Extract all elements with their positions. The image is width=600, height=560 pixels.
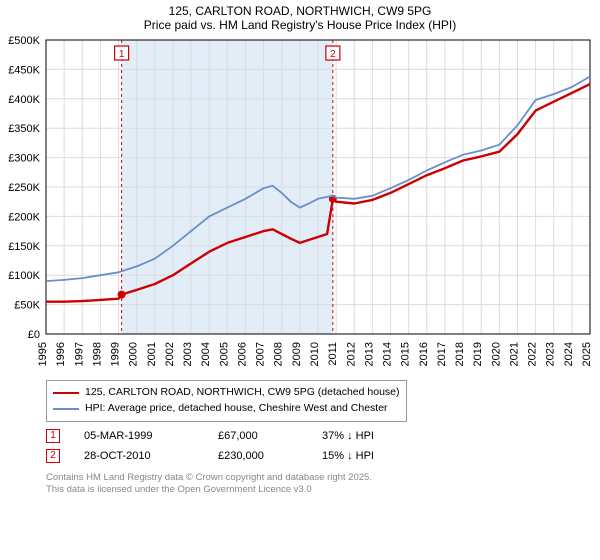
svg-text:2018: 2018 xyxy=(454,342,466,366)
sales-table: 1 05-MAR-1999 £67,000 37% ↓ HPI 2 28-OCT-2010… xyxy=(46,426,590,466)
svg-text:2008: 2008 xyxy=(273,342,285,366)
svg-text:2001: 2001 xyxy=(146,342,158,366)
svg-text:1998: 1998 xyxy=(91,342,103,366)
svg-text:2015: 2015 xyxy=(400,342,412,366)
svg-text:£350K: £350K xyxy=(8,123,40,135)
svg-text:2000: 2000 xyxy=(128,342,140,366)
svg-text:£150K: £150K xyxy=(8,241,40,253)
svg-text:2011: 2011 xyxy=(327,342,339,366)
attribution-line2: This data is licensed under the Open Gov… xyxy=(46,484,590,497)
svg-text:2004: 2004 xyxy=(200,342,212,366)
svg-text:1995: 1995 xyxy=(37,342,49,366)
svg-text:2016: 2016 xyxy=(418,342,430,366)
sale-date: 28-OCT-2010 xyxy=(84,450,194,462)
svg-text:£500K: £500K xyxy=(8,35,40,47)
sale-row: 1 05-MAR-1999 £67,000 37% ↓ HPI xyxy=(46,426,590,446)
sale-diff: 15% ↓ HPI xyxy=(322,450,432,462)
sale-price: £230,000 xyxy=(218,450,298,462)
svg-text:£450K: £450K xyxy=(8,64,40,76)
svg-text:£0: £0 xyxy=(28,329,40,341)
svg-text:2025: 2025 xyxy=(581,342,593,366)
svg-text:£100K: £100K xyxy=(8,270,40,282)
sale-marker: 2 xyxy=(46,449,60,463)
svg-text:2021: 2021 xyxy=(508,342,520,366)
svg-text:2022: 2022 xyxy=(527,342,539,366)
svg-text:2003: 2003 xyxy=(182,342,194,366)
svg-text:2005: 2005 xyxy=(218,342,230,366)
svg-text:1996: 1996 xyxy=(55,342,67,366)
svg-text:2012: 2012 xyxy=(345,342,357,366)
svg-text:£300K: £300K xyxy=(8,153,40,165)
svg-text:2007: 2007 xyxy=(255,342,267,366)
svg-text:£400K: £400K xyxy=(8,94,40,106)
attribution: Contains HM Land Registry data © Crown c… xyxy=(46,472,590,498)
sale-row: 2 28-OCT-2010 £230,000 15% ↓ HPI xyxy=(46,446,590,466)
sale-price: £67,000 xyxy=(218,430,298,442)
legend-swatch xyxy=(53,408,79,410)
svg-text:2017: 2017 xyxy=(436,342,448,366)
svg-text:2023: 2023 xyxy=(545,342,557,366)
svg-text:2009: 2009 xyxy=(291,342,303,366)
title-subtitle: Price paid vs. HM Land Registry's House … xyxy=(0,18,600,32)
legend-item: 125, CARLTON ROAD, NORTHWICH, CW9 5PG (d… xyxy=(53,385,400,401)
legend-swatch xyxy=(53,392,79,394)
svg-text:2013: 2013 xyxy=(363,342,375,366)
legend-item: HPI: Average price, detached house, Ches… xyxy=(53,401,400,417)
svg-text:£200K: £200K xyxy=(8,211,40,223)
svg-text:£50K: £50K xyxy=(14,300,40,312)
title-address: 125, CARLTON ROAD, NORTHWICH, CW9 5PG xyxy=(0,4,600,18)
svg-text:2006: 2006 xyxy=(236,342,248,366)
legend: 125, CARLTON ROAD, NORTHWICH, CW9 5PG (d… xyxy=(46,380,407,422)
svg-text:1997: 1997 xyxy=(73,342,85,366)
line-chart: £0£50K£100K£150K£200K£250K£300K£350K£400… xyxy=(46,34,590,374)
legend-label: HPI: Average price, detached house, Ches… xyxy=(85,401,388,417)
svg-text:2002: 2002 xyxy=(164,342,176,366)
sale-date: 05-MAR-1999 xyxy=(84,430,194,442)
svg-text:2: 2 xyxy=(330,49,336,60)
sale-diff: 37% ↓ HPI xyxy=(322,430,432,442)
svg-text:2019: 2019 xyxy=(472,342,484,366)
chart-area: £0£50K£100K£150K£200K£250K£300K£350K£400… xyxy=(46,34,590,374)
svg-text:1999: 1999 xyxy=(110,342,122,366)
attribution-line1: Contains HM Land Registry data © Crown c… xyxy=(46,472,590,485)
chart-title: 125, CARLTON ROAD, NORTHWICH, CW9 5PG Pr… xyxy=(0,0,600,34)
svg-text:2014: 2014 xyxy=(382,342,394,366)
svg-text:1: 1 xyxy=(119,49,125,60)
svg-text:2020: 2020 xyxy=(490,342,502,366)
svg-text:£250K: £250K xyxy=(8,182,40,194)
svg-text:2024: 2024 xyxy=(563,342,575,366)
legend-label: 125, CARLTON ROAD, NORTHWICH, CW9 5PG (d… xyxy=(85,385,400,401)
svg-text:2010: 2010 xyxy=(309,342,321,366)
sale-marker: 1 xyxy=(46,429,60,443)
